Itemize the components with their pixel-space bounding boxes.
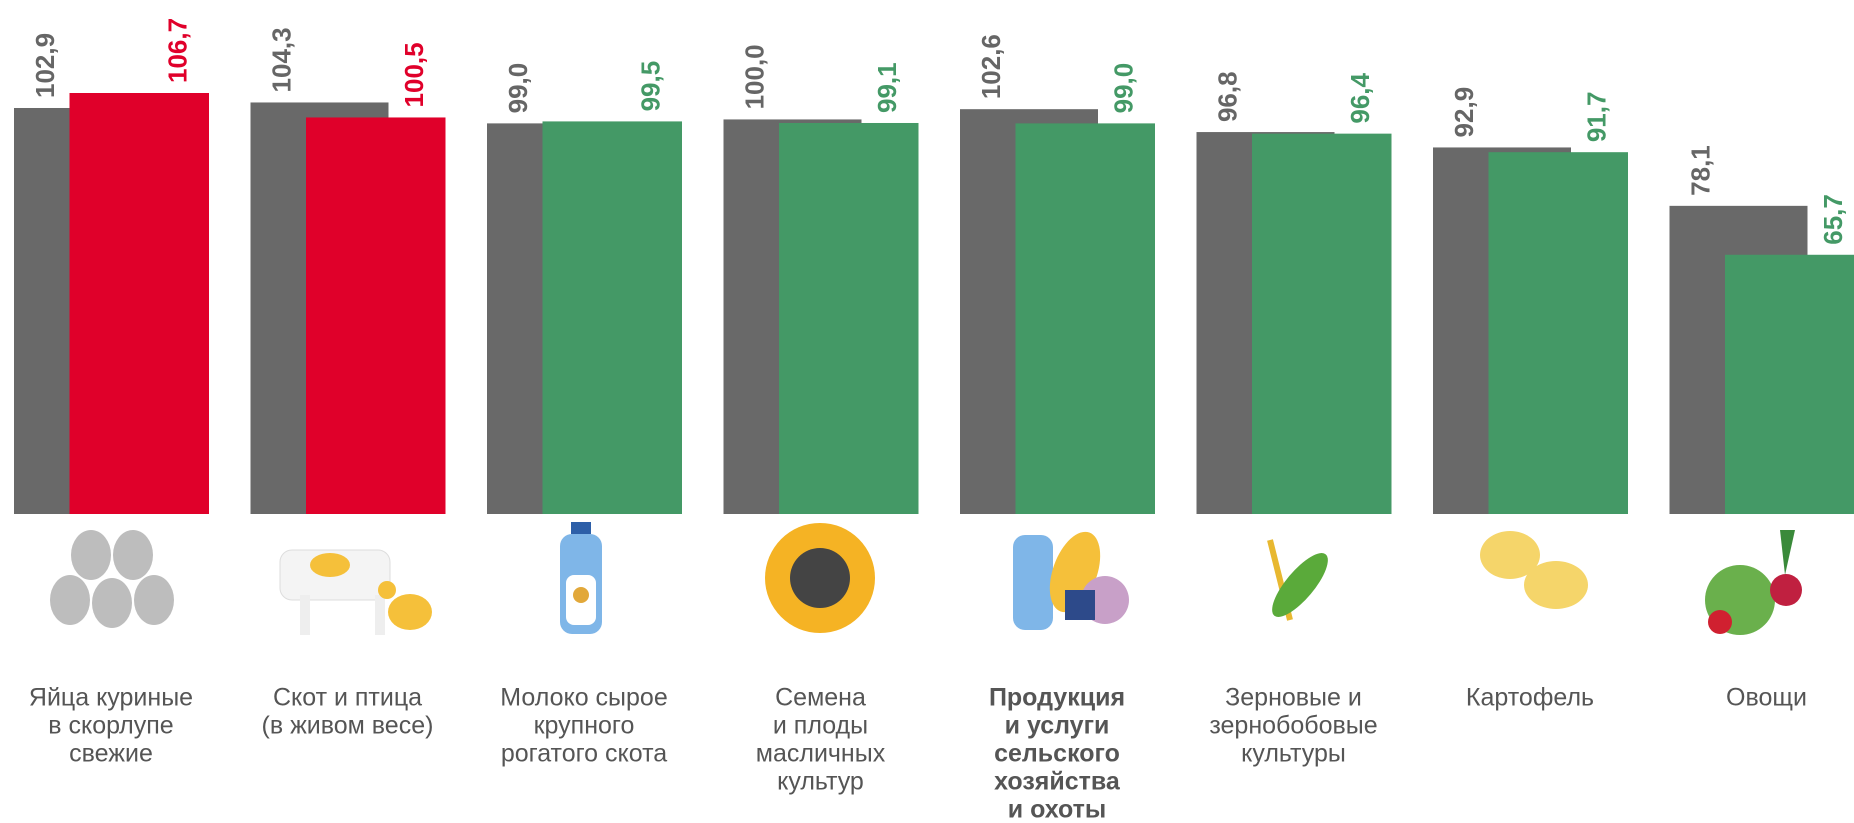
category-label: Скот и птица <box>273 684 422 712</box>
value-label: 99,1 <box>872 62 902 113</box>
category-label: (в живом весе) <box>262 712 434 740</box>
bar <box>1489 152 1629 514</box>
value-label: 102,9 <box>30 33 60 98</box>
value-label: 96,8 <box>1212 71 1242 122</box>
bar <box>1725 255 1854 514</box>
category-label: масличных <box>756 740 886 768</box>
value-label: 65,7 <box>1818 194 1848 245</box>
bar <box>1252 134 1392 514</box>
chart: 102,9 106,7 Яйца куриныев скорлупесвежие 10… <box>0 0 1854 823</box>
category-label: в скорлупе <box>48 712 173 740</box>
category-label: свежие <box>69 740 153 768</box>
icons <box>50 522 1802 635</box>
bar <box>543 121 683 514</box>
value-label: 100,0 <box>739 44 769 109</box>
category-label: Семена <box>775 684 866 712</box>
category-label: и плоды <box>773 712 868 740</box>
value-label: 106,7 <box>162 18 192 83</box>
bar <box>1016 123 1156 514</box>
category-label: культуры <box>1241 740 1346 768</box>
category-label: Продукция <box>989 684 1125 712</box>
potato-icon <box>1480 531 1588 609</box>
category-label: Зерновые и <box>1225 684 1362 712</box>
value-label: 99,0 <box>503 63 533 114</box>
dairy-icon <box>1013 525 1129 630</box>
milk-icon <box>560 522 602 634</box>
category-label: культур <box>777 768 864 796</box>
bar <box>779 123 919 514</box>
bar <box>306 117 446 514</box>
category-label: и услуги <box>1005 712 1110 740</box>
vegetables-icon <box>1705 530 1802 635</box>
category-label: крупного <box>534 712 635 740</box>
category-label: Молоко сырое <box>500 684 667 712</box>
value-label: 78,1 <box>1685 145 1715 196</box>
cow-icon <box>280 550 432 635</box>
category-label: рогатого скота <box>501 740 667 768</box>
value-label: 92,9 <box>1449 87 1479 138</box>
grain-icon <box>1264 540 1337 625</box>
category-label: и охоты <box>1008 796 1107 823</box>
category-label: сельского <box>994 740 1120 768</box>
eggs-icon <box>50 530 174 628</box>
value-label: 96,4 <box>1345 72 1375 123</box>
value-label: 104,3 <box>266 27 296 92</box>
category-label: Картофель <box>1466 684 1594 712</box>
value-label: 99,0 <box>1108 63 1138 114</box>
sunflower-icon <box>765 523 875 633</box>
bar <box>70 93 210 514</box>
value-label: 102,6 <box>976 34 1006 99</box>
value-label: 99,5 <box>635 61 665 112</box>
category-label: Овощи <box>1726 684 1807 712</box>
category-label: Яйца куриные <box>29 684 193 712</box>
value-label: 91,7 <box>1581 92 1611 143</box>
value-label: 100,5 <box>399 42 429 107</box>
category-label: зернобобовые <box>1209 712 1377 740</box>
category-label: хозяйства <box>994 768 1121 796</box>
